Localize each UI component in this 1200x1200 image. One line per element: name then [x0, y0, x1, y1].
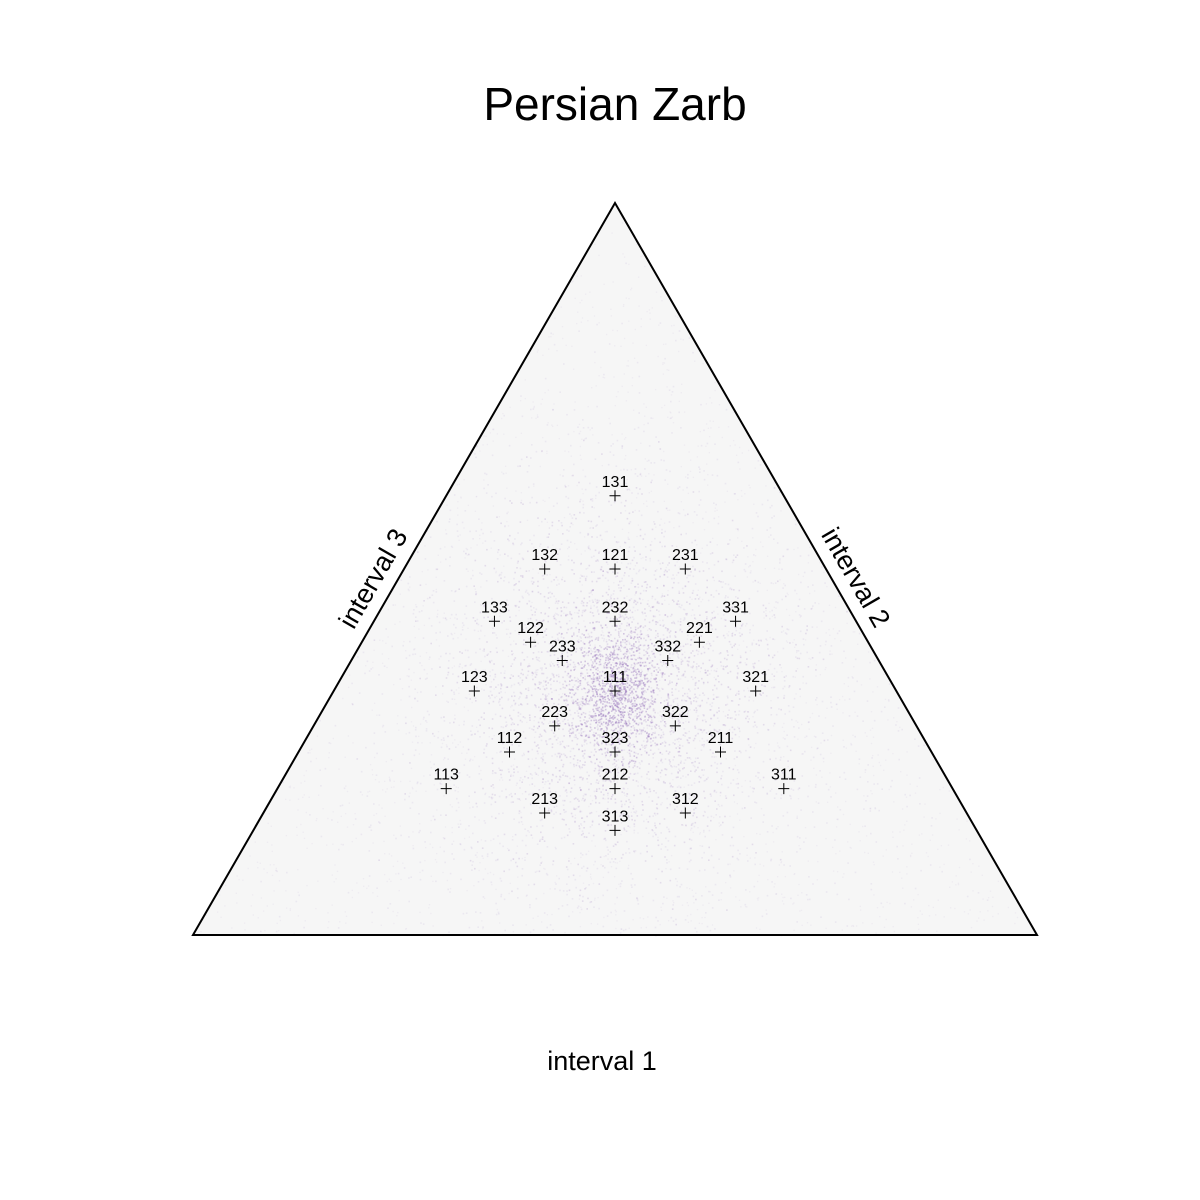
point-label: 112	[497, 730, 523, 747]
point-label: 131	[602, 474, 629, 491]
chart-title: Persian Zarb	[483, 78, 746, 130]
point-marker	[609, 490, 621, 502]
point-marker	[468, 685, 480, 697]
point-331: 331	[722, 599, 749, 627]
point-marker	[556, 655, 568, 666]
point-312: 312	[672, 791, 699, 819]
point-marker	[609, 685, 621, 697]
point-label: 322	[662, 704, 689, 721]
point-323: 323	[602, 730, 629, 758]
point-marker	[609, 563, 621, 575]
point-label: 313	[602, 808, 629, 825]
point-label: 122	[517, 620, 544, 637]
point-label: 332	[654, 639, 681, 656]
point-112: 112	[497, 730, 523, 758]
point-label: 212	[602, 767, 629, 784]
point-marker	[549, 720, 561, 732]
point-label: 221	[686, 620, 713, 637]
point-label: 133	[481, 599, 508, 616]
points-layer: 111 131 121 132 231 232 133 331 122 221 233 332 123 3…	[433, 474, 797, 836]
point-marker	[609, 783, 621, 795]
point-marker	[539, 563, 551, 575]
point-label: 213	[531, 791, 558, 808]
point-label: 211	[708, 730, 734, 747]
axis-label-bottom: interval 1	[547, 1046, 657, 1076]
point-122: 122	[517, 620, 544, 648]
point-313: 313	[602, 808, 629, 836]
point-111: 111	[603, 669, 627, 697]
point-marker	[750, 685, 762, 697]
point-322: 322	[662, 704, 689, 732]
point-label: 331	[722, 599, 749, 616]
ternary-triangle	[191, 200, 1039, 936]
point-131: 131	[602, 474, 629, 502]
point-marker	[679, 563, 691, 575]
point-231: 231	[672, 547, 699, 575]
point-label: 232	[602, 599, 629, 616]
point-label: 123	[461, 669, 488, 686]
point-marker	[609, 615, 621, 627]
point-marker	[488, 615, 500, 627]
point-marker	[730, 615, 742, 627]
point-marker	[778, 783, 790, 795]
point-marker	[662, 655, 674, 666]
density-cloud	[200, 222, 1024, 937]
point-332: 332	[654, 639, 681, 666]
point-marker	[669, 720, 681, 732]
point-label: 231	[672, 547, 699, 564]
point-132: 132	[531, 547, 558, 575]
point-marker	[504, 746, 515, 758]
point-211: 211	[708, 730, 734, 758]
point-label: 113	[433, 767, 459, 784]
point-marker	[609, 824, 621, 836]
point-marker	[525, 636, 537, 648]
point-133: 133	[481, 599, 508, 627]
point-label: 312	[672, 791, 699, 808]
point-label: 233	[549, 639, 576, 656]
point-212: 212	[602, 767, 629, 795]
point-123: 123	[461, 669, 488, 697]
point-233: 233	[549, 639, 576, 666]
point-marker	[679, 807, 691, 819]
point-213: 213	[531, 791, 558, 819]
point-label: 223	[541, 704, 568, 721]
point-label: 121	[602, 547, 629, 564]
point-311: 311	[771, 767, 797, 795]
point-223: 223	[541, 704, 568, 732]
point-marker	[440, 783, 452, 795]
point-221: 221	[686, 620, 713, 648]
point-marker	[609, 746, 621, 758]
point-label: 311	[771, 767, 797, 784]
point-label: 132	[531, 547, 558, 564]
point-label: 111	[603, 669, 627, 686]
point-113: 113	[433, 767, 459, 795]
point-marker	[539, 807, 551, 819]
point-label: 321	[742, 669, 769, 686]
point-232: 232	[602, 599, 629, 627]
point-121: 121	[602, 547, 629, 575]
point-marker	[715, 746, 726, 758]
point-321: 321	[742, 669, 769, 697]
point-label: 323	[602, 730, 629, 747]
point-marker	[693, 636, 705, 648]
